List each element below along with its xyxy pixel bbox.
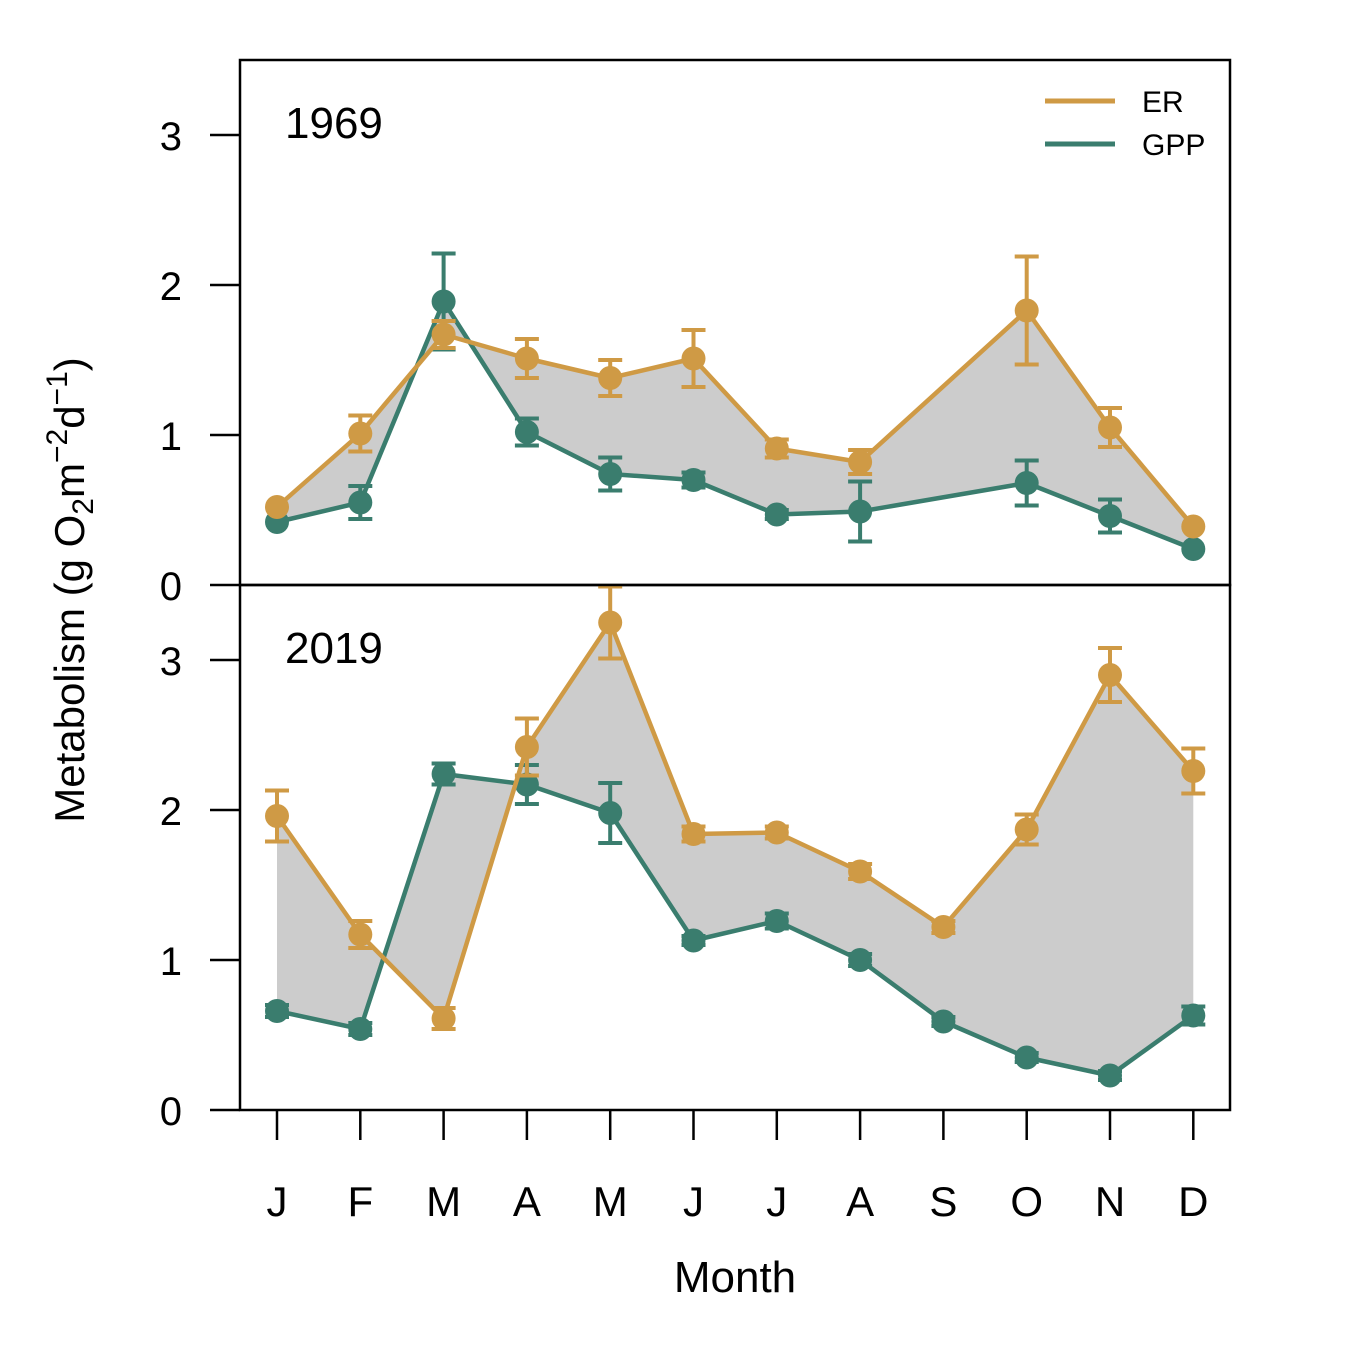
gpp-point bbox=[764, 909, 789, 933]
x-tick-label: J bbox=[267, 1178, 288, 1225]
gpp-point bbox=[514, 420, 539, 444]
gpp-point bbox=[431, 289, 456, 314]
er-point bbox=[931, 915, 956, 939]
gpp-point bbox=[1181, 537, 1206, 561]
gpp-line bbox=[276, 771, 1195, 1078]
er-point bbox=[1014, 817, 1039, 842]
er-point bbox=[598, 366, 623, 390]
gpp-point bbox=[348, 490, 373, 515]
x-tick-label: J bbox=[683, 1178, 704, 1225]
er-point bbox=[514, 346, 539, 371]
er-point bbox=[514, 735, 539, 759]
difference-area bbox=[277, 622, 1194, 1076]
er-point bbox=[1098, 663, 1122, 687]
gpp-point bbox=[764, 502, 789, 527]
gpp-point bbox=[265, 999, 289, 1023]
gpp-point bbox=[514, 772, 539, 797]
gpp-point bbox=[431, 762, 456, 786]
er-point bbox=[1181, 759, 1206, 783]
y-tick-label: 1 bbox=[160, 415, 182, 459]
gpp-point bbox=[348, 1017, 373, 1041]
gpp-point bbox=[931, 1009, 956, 1034]
gpp-point bbox=[1014, 471, 1039, 495]
x-tick-label: N bbox=[1095, 1178, 1125, 1225]
gpp-point bbox=[681, 928, 706, 953]
x-tick-label: F bbox=[347, 1178, 373, 1225]
er-point bbox=[348, 421, 373, 446]
gpp-point bbox=[1098, 504, 1122, 528]
er-point bbox=[764, 820, 789, 845]
gpp-point bbox=[598, 462, 623, 486]
er-point bbox=[431, 1006, 456, 1031]
er-point bbox=[598, 610, 623, 635]
er-point bbox=[265, 495, 289, 519]
gpp-point bbox=[1098, 1063, 1122, 1088]
er-point bbox=[681, 822, 706, 846]
er-point bbox=[1014, 298, 1039, 323]
x-tick-label: A bbox=[846, 1178, 874, 1225]
x-tick-label: D bbox=[1178, 1178, 1208, 1225]
er-point bbox=[1098, 415, 1122, 440]
y-tick-label: 3 bbox=[160, 115, 182, 159]
y-tick-label: 0 bbox=[160, 1090, 182, 1134]
panel-label: 1969 bbox=[285, 99, 383, 148]
er-point bbox=[764, 436, 789, 461]
gpp-point bbox=[848, 499, 873, 524]
gpp-point bbox=[1181, 1003, 1206, 1028]
er-point bbox=[848, 859, 873, 884]
er-point bbox=[1181, 514, 1206, 539]
x-tick-label: A bbox=[513, 1178, 541, 1225]
er-point bbox=[265, 804, 289, 828]
x-tick-label: O bbox=[1010, 1178, 1043, 1225]
legend: ER GPP bbox=[1045, 86, 1205, 162]
x-tick-label: S bbox=[929, 1178, 957, 1225]
legend-er-label: ER bbox=[1142, 86, 1184, 119]
x-tick-label: J bbox=[766, 1178, 787, 1225]
legend-gpp-label: GPP bbox=[1142, 129, 1205, 162]
y-axis-label: Metabolism (g O2m−2d−1) bbox=[41, 357, 100, 823]
y-tick-label: 0 bbox=[160, 565, 182, 609]
er-point bbox=[431, 322, 456, 347]
gpp-point bbox=[1014, 1045, 1039, 1070]
panel-frame bbox=[238, 583, 1232, 1112]
x-tick-label: M bbox=[593, 1178, 628, 1225]
panel-2019: 2019 0 1 2 3 bbox=[160, 583, 1232, 1134]
x-tick-label: M bbox=[426, 1178, 461, 1225]
difference-area bbox=[277, 301, 1194, 549]
y-tick-label: 1 bbox=[160, 940, 182, 984]
gpp-point bbox=[598, 801, 623, 825]
y-tick-label: 2 bbox=[160, 265, 182, 309]
gpp-point bbox=[681, 468, 706, 492]
x-axis-label: Month bbox=[674, 1253, 796, 1302]
er-point bbox=[348, 922, 373, 947]
gpp-point bbox=[848, 948, 873, 972]
er-point bbox=[848, 450, 873, 474]
er-point bbox=[681, 346, 706, 371]
panel-label: 2019 bbox=[285, 624, 383, 673]
er-line bbox=[275, 620, 1195, 1021]
y-tick-label: 2 bbox=[160, 790, 182, 834]
y-tick-label: 3 bbox=[160, 640, 182, 684]
